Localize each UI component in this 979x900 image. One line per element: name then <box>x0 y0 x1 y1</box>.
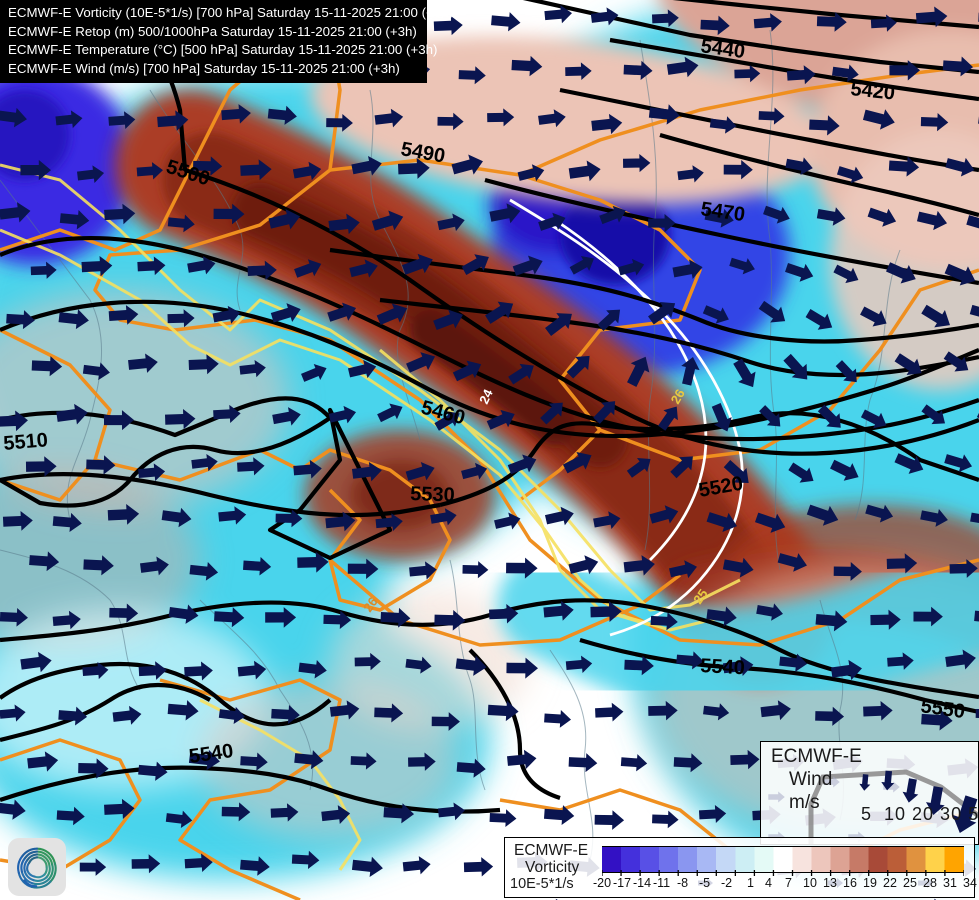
svg-text:5420: 5420 <box>849 78 896 105</box>
svg-text:5530: 5530 <box>410 483 455 507</box>
svg-text:5540: 5540 <box>700 655 746 679</box>
svg-text:5510: 5510 <box>3 429 49 455</box>
